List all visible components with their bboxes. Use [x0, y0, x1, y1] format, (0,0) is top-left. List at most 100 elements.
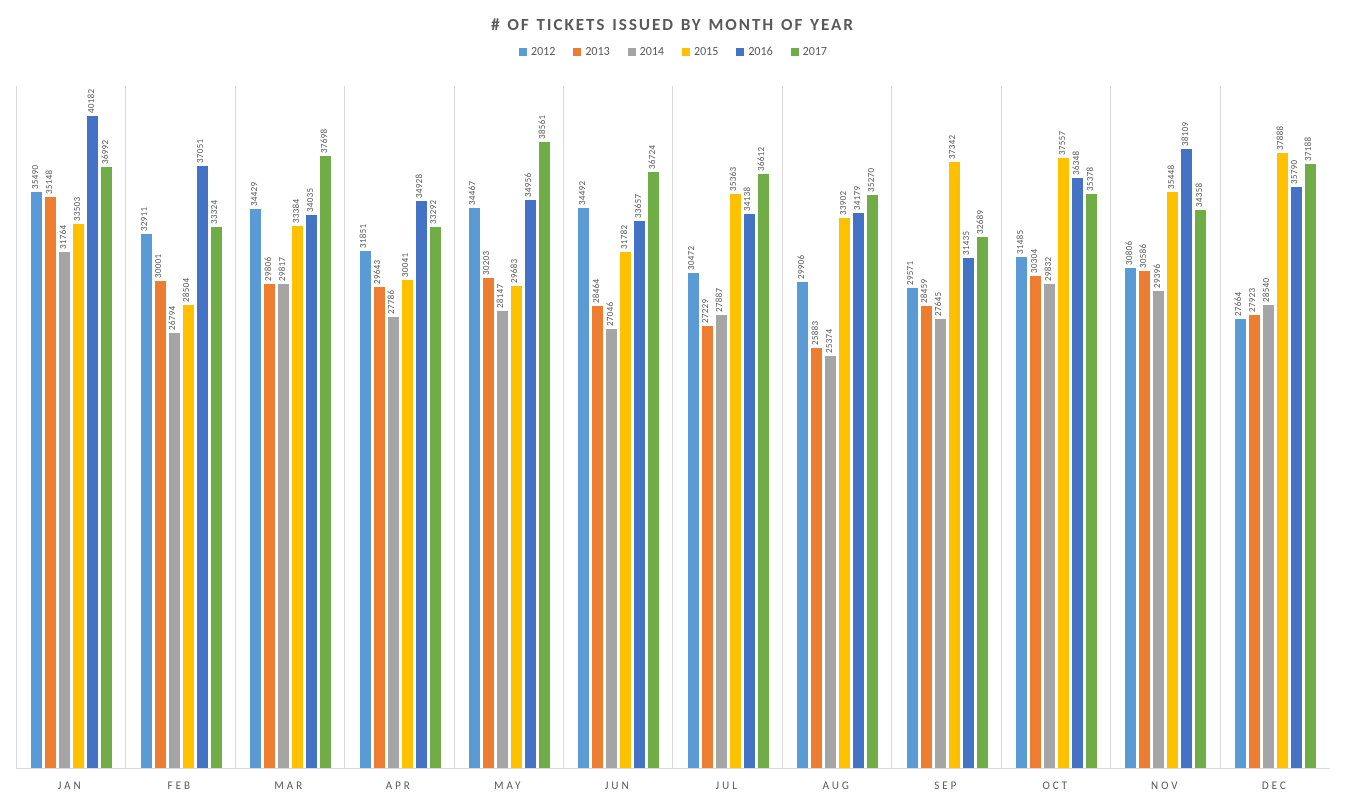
bar: 31782 — [620, 252, 631, 768]
bar-value-label: 27923 — [1247, 287, 1258, 311]
month-group-sep: 295712845927645373423143532689 — [892, 86, 1001, 768]
x-axis-label: FEB — [168, 779, 193, 792]
month-group-dec: 276642792328540378883579037188 — [1221, 86, 1330, 768]
bar: 28540 — [1263, 305, 1274, 768]
chart-title: # OF TICKETS ISSUED BY MONTH OF YEAR — [0, 0, 1346, 35]
bar-value-label: 34956 — [523, 173, 534, 197]
bar: 37557 — [1058, 158, 1069, 768]
bar: 28459 — [921, 306, 932, 768]
x-axis-label: APR — [386, 779, 413, 792]
bar-value-label: 33657 — [633, 194, 644, 218]
legend-item-2012: 2012 — [519, 45, 555, 59]
bar: 30304 — [1030, 276, 1041, 768]
chart-container: # OF TICKETS ISSUED BY MONTH OF YEAR 201… — [0, 0, 1346, 803]
month-group-jul: 304722722927887353633413836612 — [674, 86, 783, 768]
month-group-jun: 344922846427046317823365736724 — [564, 86, 673, 768]
bar: 29643 — [374, 287, 385, 768]
bar-value-label: 25883 — [810, 320, 821, 344]
bar-value-label: 30472 — [686, 246, 697, 270]
bar-value-label: 30203 — [481, 250, 492, 274]
bar: 29906 — [797, 282, 808, 768]
bar: 29683 — [511, 286, 522, 768]
bar-value-label: 34492 — [577, 181, 588, 205]
legend-item-2017: 2017 — [791, 45, 827, 59]
x-axis-label: SEP — [934, 779, 959, 792]
bar: 33384 — [292, 226, 303, 768]
bar-value-label: 34179 — [852, 186, 863, 210]
bar: 35448 — [1167, 192, 1178, 768]
bar: 25883 — [811, 348, 822, 768]
bar-value-label: 35148 — [44, 170, 55, 194]
bar-value-label: 34035 — [305, 188, 316, 212]
bar: 25374 — [825, 356, 836, 768]
bar-value-label: 36612 — [756, 146, 767, 170]
bar: 32689 — [977, 237, 988, 768]
bar: 27645 — [935, 319, 946, 768]
bar: 34138 — [744, 214, 755, 768]
bar: 34179 — [853, 213, 864, 768]
bar-value-label: 37557 — [1057, 131, 1068, 155]
bar: 30001 — [155, 281, 166, 768]
month-group-feb: 329113000126794285043705133324 — [126, 86, 235, 768]
bar: 27887 — [716, 315, 727, 768]
month-group-apr: 318512964327786300413492833292 — [345, 86, 454, 768]
bar-value-label: 37888 — [1275, 125, 1286, 149]
legend-swatch — [519, 48, 527, 56]
x-axis-label: OCT — [1042, 779, 1070, 792]
bar: 35790 — [1291, 187, 1302, 768]
month-group-nov: 308063058629396354483810934358 — [1111, 86, 1220, 768]
bar-value-label: 28464 — [591, 279, 602, 303]
bar-value-label: 28504 — [181, 278, 192, 302]
chart-x-axis: JANFEBMARAPRMAYJUNJULAUGSEPOCTNOVDEC — [16, 769, 1330, 803]
x-axis-label: AUG — [823, 779, 852, 792]
legend-label: 2014 — [640, 45, 664, 59]
bar-value-label: 29683 — [509, 259, 520, 283]
bar: 33503 — [73, 224, 84, 768]
bar-value-label: 30586 — [1138, 244, 1149, 268]
legend-swatch — [628, 48, 636, 56]
legend-label: 2016 — [748, 45, 772, 59]
bar: 34928 — [416, 201, 427, 768]
bar-value-label: 37051 — [195, 139, 206, 163]
bar-value-label: 25374 — [824, 329, 835, 353]
bar: 31435 — [963, 258, 974, 768]
bar-value-label: 33292 — [428, 200, 439, 224]
legend-item-2013: 2013 — [573, 45, 609, 59]
bar: 34035 — [306, 215, 317, 768]
legend-item-2015: 2015 — [682, 45, 718, 59]
legend-swatch — [573, 48, 581, 56]
bar-value-label: 28147 — [495, 284, 506, 308]
bar-value-label: 35790 — [1289, 160, 1300, 184]
bar: 31485 — [1016, 257, 1027, 768]
bar-value-label: 28540 — [1261, 277, 1272, 301]
bar-value-label: 37698 — [319, 129, 330, 153]
bar-value-label: 29906 — [796, 255, 807, 279]
bar: 30203 — [483, 278, 494, 768]
bar-value-label: 35448 — [1166, 165, 1177, 189]
bar: 26794 — [169, 333, 180, 768]
legend-swatch — [791, 48, 799, 56]
bar-value-label: 31435 — [961, 230, 972, 254]
bar-value-label: 29806 — [263, 257, 274, 281]
legend-label: 2015 — [694, 45, 718, 59]
bar: 29832 — [1044, 284, 1055, 768]
bar: 32911 — [141, 234, 152, 768]
bar-value-label: 29571 — [905, 261, 916, 285]
bar: 40182 — [87, 116, 98, 768]
bar-value-label: 35270 — [866, 168, 877, 192]
legend-item-2014: 2014 — [628, 45, 664, 59]
chart-plot-area: 3549035148317643350340182369923291130001… — [16, 86, 1330, 769]
bar-value-label: 37188 — [1303, 137, 1314, 161]
bar-value-label: 27645 — [933, 292, 944, 316]
bar-value-label: 26794 — [167, 306, 178, 330]
bar-value-label: 29832 — [1043, 256, 1054, 280]
bar-value-label: 27887 — [714, 288, 725, 312]
bar: 27229 — [702, 326, 713, 768]
bar: 37051 — [197, 166, 208, 768]
bar-value-label: 29643 — [372, 259, 383, 283]
legend-item-2016: 2016 — [736, 45, 772, 59]
x-axis-label: DEC — [1262, 779, 1289, 792]
bar-value-label: 29817 — [277, 257, 288, 281]
bar: 33292 — [430, 227, 441, 768]
bar: 30806 — [1125, 268, 1136, 768]
